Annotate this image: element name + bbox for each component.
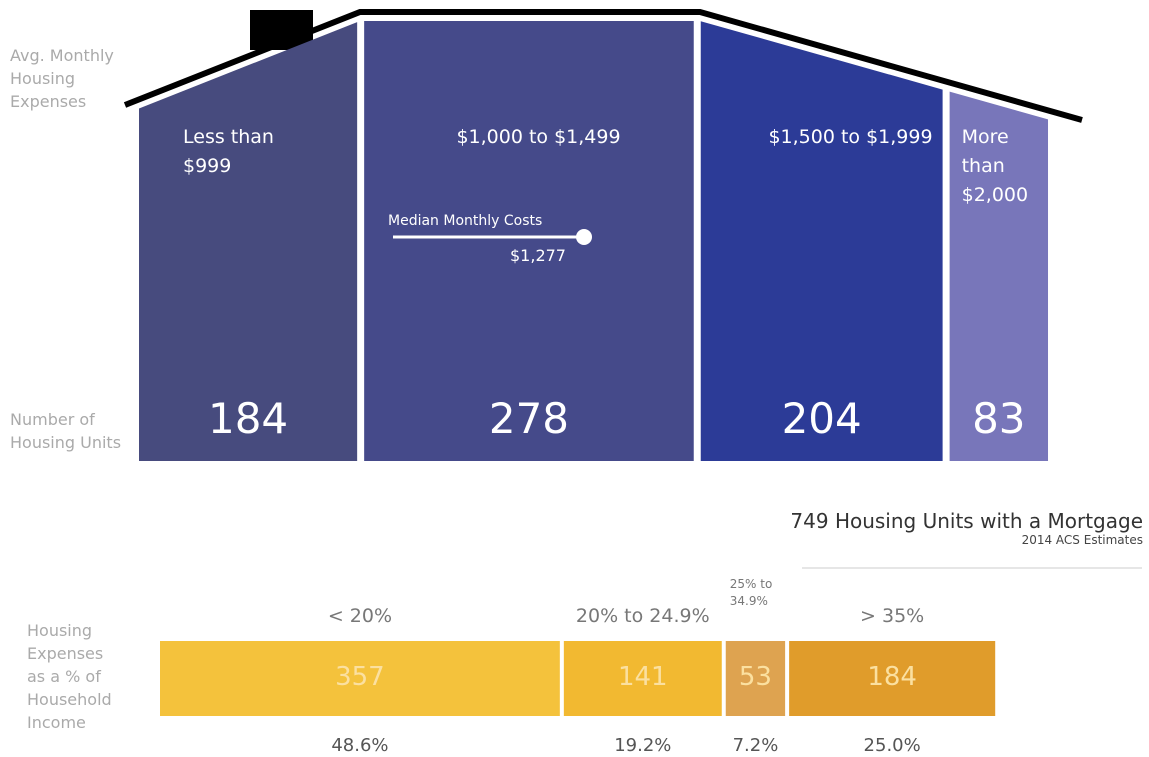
- segment-label: $1,000 to $1,499: [456, 126, 621, 148]
- segment-label: $1,500 to $1,999: [768, 126, 933, 148]
- income-segment: [725, 641, 786, 716]
- income-segment: [563, 641, 722, 716]
- income-label: > 35%: [860, 605, 925, 627]
- income-segment: [789, 641, 996, 716]
- median-label: Median Monthly Costs: [388, 213, 543, 229]
- house-segment: [949, 91, 1049, 461]
- row-label: Housing Expenses as a % of Household Inc…: [27, 621, 112, 732]
- summary-title: 749 Housing Units with a Mortgage: [790, 509, 1143, 533]
- income-count: 357: [335, 662, 385, 692]
- income-percent: 19.2%: [614, 735, 672, 756]
- unit-count: 83: [972, 394, 1026, 443]
- house-segment: [700, 21, 943, 462]
- income-segment: [160, 641, 560, 716]
- segment-label: Less than $999: [183, 126, 274, 177]
- income-label: < 20%: [327, 605, 393, 627]
- income-percent: 25.0%: [863, 735, 921, 756]
- income-label: 20% to 24.9%: [575, 605, 710, 627]
- income-percent: 48.6%: [331, 735, 389, 756]
- row-label: Number of Housing Units: [10, 410, 122, 452]
- income-count: 184: [867, 662, 917, 692]
- unit-count: 278: [488, 394, 570, 443]
- unit-count: 184: [207, 394, 289, 443]
- income-count: 141: [617, 662, 668, 692]
- row-label: Avg. Monthly Housing Expenses: [10, 46, 114, 111]
- median-dot: [576, 229, 592, 245]
- segment-label: More than $2,000: [961, 126, 1029, 206]
- house-segment: [139, 22, 358, 461]
- income-label: 25% to 34.9%: [729, 577, 773, 608]
- income-percent: 7.2%: [732, 735, 779, 756]
- unit-count: 204: [781, 394, 862, 443]
- income-count: 53: [738, 662, 772, 692]
- median-value: $1,277: [510, 246, 566, 265]
- roof: [123, 9, 1083, 123]
- house-segment: [364, 21, 694, 461]
- summary-subtitle: 2014 ACS Estimates: [1021, 533, 1143, 547]
